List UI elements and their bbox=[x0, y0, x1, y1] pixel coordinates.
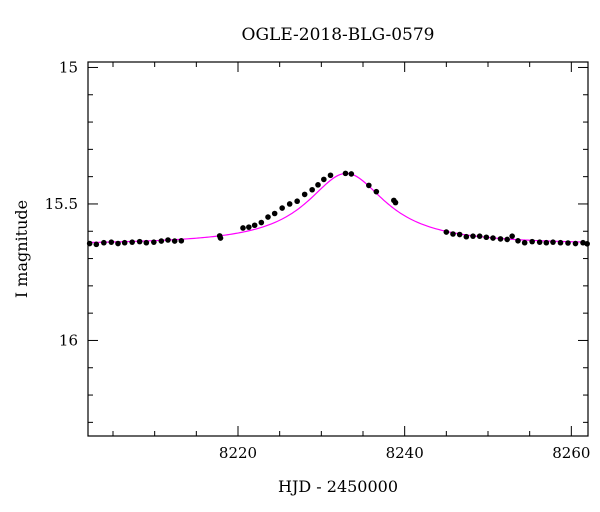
data-point bbox=[509, 233, 515, 239]
axis-ticks bbox=[88, 62, 588, 436]
data-point bbox=[301, 191, 308, 198]
data-point bbox=[309, 186, 315, 193]
data-point bbox=[129, 239, 135, 245]
data-point bbox=[271, 210, 278, 217]
chart-title: OGLE-2018-BLG-0579 bbox=[242, 25, 435, 45]
data-point bbox=[115, 240, 121, 247]
data-point bbox=[584, 241, 590, 247]
data-point bbox=[450, 231, 456, 237]
model-curve bbox=[87, 172, 589, 244]
data-point bbox=[217, 235, 224, 241]
data-point bbox=[550, 239, 556, 245]
data-points bbox=[86, 170, 590, 248]
y-tick-label: 15.5 bbox=[45, 195, 78, 213]
data-point bbox=[470, 233, 476, 239]
data-point bbox=[342, 170, 349, 177]
data-point bbox=[483, 234, 490, 241]
y-tick-label: 15 bbox=[59, 58, 78, 76]
x-tick-label: 8220 bbox=[219, 444, 257, 462]
data-point bbox=[373, 188, 380, 195]
data-point bbox=[265, 214, 271, 220]
data-point bbox=[286, 201, 293, 207]
plot-frame bbox=[87, 61, 589, 437]
data-point bbox=[251, 222, 258, 229]
data-point bbox=[476, 233, 483, 239]
data-point bbox=[490, 235, 496, 241]
data-point bbox=[536, 239, 543, 245]
data-point bbox=[108, 239, 115, 245]
data-point bbox=[171, 238, 178, 244]
data-point bbox=[136, 238, 143, 245]
data-point bbox=[529, 238, 535, 245]
data-point bbox=[456, 231, 463, 238]
tick-labels: 8220 8240 8260 15 15.5 16 bbox=[45, 58, 591, 462]
data-point bbox=[557, 239, 564, 246]
data-point bbox=[246, 224, 252, 230]
data-point bbox=[151, 239, 157, 245]
y-axis-label: I magnitude bbox=[12, 200, 31, 298]
data-point bbox=[497, 236, 504, 242]
x-tick-label: 8260 bbox=[552, 444, 590, 462]
data-point bbox=[101, 239, 107, 246]
data-point bbox=[93, 241, 100, 248]
x-axis-label: HJD - 2450000 bbox=[278, 477, 398, 496]
data-point bbox=[366, 182, 372, 189]
y-tick-label: 16 bbox=[59, 331, 78, 349]
data-point bbox=[521, 239, 528, 246]
data-point bbox=[392, 199, 399, 206]
data-point bbox=[240, 225, 246, 231]
data-point bbox=[327, 172, 334, 179]
data-point bbox=[515, 238, 521, 244]
data-point bbox=[565, 240, 571, 246]
data-point bbox=[178, 238, 185, 244]
data-point bbox=[348, 171, 355, 177]
data-point bbox=[258, 219, 265, 226]
data-point bbox=[543, 239, 550, 246]
data-point bbox=[443, 229, 450, 235]
data-point bbox=[504, 236, 510, 243]
data-point bbox=[321, 176, 327, 183]
data-point bbox=[143, 239, 150, 246]
data-point bbox=[572, 240, 579, 247]
data-point bbox=[463, 233, 470, 240]
data-point bbox=[121, 239, 128, 246]
data-point bbox=[279, 205, 285, 211]
data-point bbox=[165, 237, 171, 243]
data-point bbox=[158, 238, 165, 244]
data-point bbox=[315, 182, 321, 188]
x-tick-label: 8240 bbox=[386, 444, 424, 462]
data-point bbox=[294, 198, 300, 205]
